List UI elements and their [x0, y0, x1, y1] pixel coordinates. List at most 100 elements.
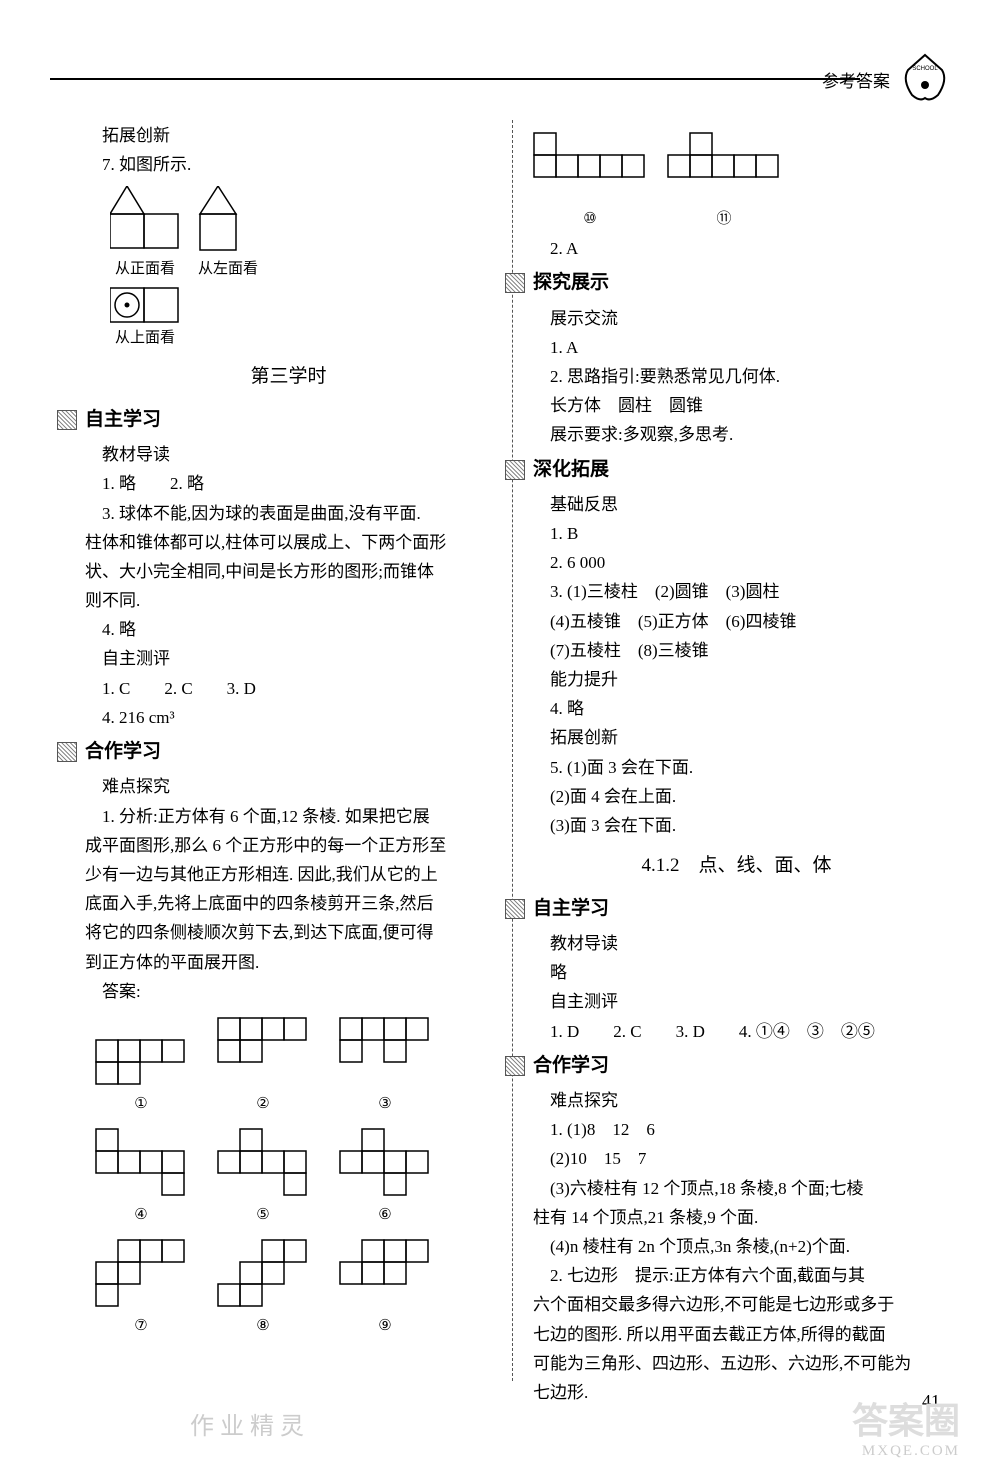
net-1: ①	[95, 1039, 187, 1116]
header-rule	[50, 78, 860, 80]
net-label: ⑦	[95, 1314, 187, 1338]
net-3: ③	[339, 1017, 431, 1116]
text: 2. A	[533, 235, 940, 262]
text: 1. (1)8 12 6	[533, 1116, 940, 1143]
top-view: 从上面看	[110, 287, 180, 350]
sub-head: 自主测评	[533, 988, 940, 1015]
caption: 从左面看	[198, 257, 258, 281]
sub-head: 能力提升	[533, 666, 940, 693]
text: 柱有 14 个顶点,21 条棱,9 个面.	[533, 1204, 940, 1231]
lesson3-title: 第三学时	[85, 362, 492, 392]
text: 底面入手,先将上底面中的四条棱剪开三条,然后	[85, 890, 492, 917]
nets-row-3: ⑦ ⑧ ⑨	[95, 1239, 492, 1338]
svg-text:SCHOOL: SCHOOL	[912, 66, 938, 72]
text: (4)五棱锥 (5)正方体 (6)四棱锥	[533, 608, 940, 635]
text: 成平面图形,那么 6 个正方形中的每一个正方形至	[85, 832, 492, 859]
front-view: 从正面看	[110, 186, 180, 281]
section-deepen: 深化拓展	[533, 455, 940, 485]
text: 可能为三角形、四边形、五边形、六边形,不可能为	[533, 1350, 940, 1377]
caption: 从上面看	[110, 326, 180, 350]
text: 七边的图形. 所以用平面去截正方体,所得的截面	[533, 1321, 940, 1348]
net-label: ②	[217, 1092, 309, 1116]
text: 2. 6 000	[533, 549, 940, 576]
sub-head: 拓展创新	[533, 724, 940, 751]
nets-row-4: ⑩ ⑪	[533, 132, 940, 231]
net-7: ⑦	[95, 1239, 187, 1338]
net-2: ②	[217, 1017, 309, 1116]
net-6: ⑥	[339, 1128, 431, 1227]
net-11: ⑪	[667, 132, 781, 231]
section-coop: 合作学习	[85, 737, 492, 767]
text: 1. 分析:正方体有 6 个面,12 条棱. 如果把它展	[85, 803, 492, 830]
left-column: 拓展创新 7. 如图所示. 从正面看 从左面看	[75, 120, 512, 1381]
text: (7)五棱柱 (8)三棱锥	[533, 637, 940, 664]
text: (3)六棱柱有 12 个顶点,18 条棱,8 个面;七棱	[533, 1175, 940, 1202]
text: 1. D 2. C 3. D 4. ①④ ③ ②⑤	[533, 1018, 940, 1045]
text: (3)面 3 会在下面.	[533, 812, 940, 839]
net-9: ⑨	[339, 1239, 431, 1338]
text: 4. 略	[85, 616, 492, 643]
text: (2)10 15 7	[533, 1145, 940, 1172]
text: 4. 216 cm³	[85, 704, 492, 731]
text: 1. 略 2. 略	[85, 470, 492, 497]
text: 3. (1)三棱柱 (2)圆锥 (3)圆柱	[533, 578, 940, 605]
text: 状、大小完全相同,中间是长方形的图形;而锥体	[85, 558, 492, 585]
left-view: 从左面看	[198, 186, 258, 281]
net-8: ⑧	[217, 1239, 309, 1338]
text: 5. (1)面 3 会在下面.	[533, 754, 940, 781]
school-icon: SCHOOL	[900, 50, 950, 105]
sub-head: 教材导读	[533, 930, 940, 957]
net-label: ⑨	[339, 1314, 431, 1338]
net-label: ⑤	[217, 1203, 309, 1227]
sub-head: 自主测评	[85, 645, 492, 672]
net-label: ①	[95, 1092, 187, 1116]
net-5: ⑤	[217, 1128, 309, 1227]
text: 少有一边与其他正方形相连. 因此,我们从它的上	[85, 861, 492, 888]
net-label: ⑩	[533, 207, 647, 231]
text: 7. 如图所示.	[85, 151, 492, 178]
section-autonomous2: 自主学习	[533, 894, 940, 924]
text: 长方体 圆柱 圆锥	[533, 392, 940, 419]
views-figure: 从正面看 从左面看	[110, 186, 492, 281]
sub-head: 教材导读	[85, 441, 492, 468]
nets-row-2: ④ ⑤	[95, 1128, 492, 1227]
net-label: ④	[95, 1203, 187, 1227]
top-view-row: 从上面看	[110, 287, 492, 350]
text: 1. C 2. C 3. D	[85, 675, 492, 702]
text: 3. 球体不能,因为球的表面是曲面,没有平面.	[85, 500, 492, 527]
text: 2. 七边形 提示:正方体有六个面,截面与其	[533, 1262, 940, 1289]
text: 到正方体的平面展开图.	[85, 949, 492, 976]
text: (2)面 4 会在上面.	[533, 783, 940, 810]
text: 六个面相交最多得六边形,不可能是七边形或多于	[533, 1291, 940, 1318]
text: 1. A	[533, 334, 940, 361]
net-label: ⑧	[217, 1314, 309, 1338]
text: 将它的四条侧棱顺次剪下去,到达下底面,便可得	[85, 919, 492, 946]
section-autonomous: 自主学习	[85, 405, 492, 435]
watermark: 作业精灵	[190, 1408, 310, 1446]
text: 答案:	[85, 978, 492, 1005]
net-label: ⑥	[339, 1203, 431, 1227]
net-label: ③	[339, 1092, 431, 1116]
text: 则不同.	[85, 587, 492, 614]
text: 4. 略	[533, 695, 940, 722]
text: (4)n 棱柱有 2n 个顶点,3n 条棱,(n+2)个面.	[533, 1233, 940, 1260]
section-coop2: 合作学习	[533, 1051, 940, 1081]
nets-row-1: ① ②	[95, 1017, 492, 1116]
sub-head: 展示交流	[533, 305, 940, 332]
sub-head: 难点探究	[533, 1087, 940, 1114]
text: 柱体和锥体都可以,柱体可以展成上、下两个面形	[85, 529, 492, 556]
watermark: MXQE.COM	[862, 1439, 960, 1463]
caption: 从正面看	[110, 257, 180, 281]
text: 展示要求:多观察,多思考.	[533, 421, 940, 448]
sub-head: 基础反思	[533, 491, 940, 518]
net-label: ⑪	[667, 207, 781, 231]
text: 略	[533, 959, 940, 986]
text: 1. B	[533, 520, 940, 547]
sub-head: 难点探究	[85, 773, 492, 800]
header-title: 参考答案	[822, 68, 890, 95]
right-column: ⑩ ⑪ 2. A 探究展示 展示交流 1. A 2. 思路指引:要熟悉常见几何体…	[513, 120, 950, 1381]
section-412-title: 4.1.2 点、线、面、体	[533, 851, 940, 881]
text: 2. 思路指引:要熟悉常见几何体.	[533, 363, 940, 390]
main-columns: 拓展创新 7. 如图所示. 从正面看 从左面看	[75, 120, 950, 1381]
net-4: ④	[95, 1128, 187, 1227]
